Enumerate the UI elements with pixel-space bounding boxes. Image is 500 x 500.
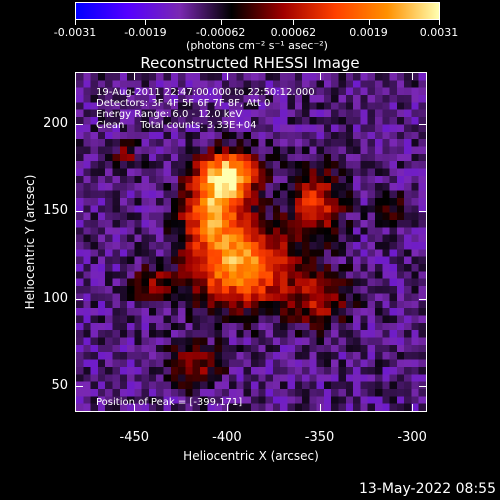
colorbar-tick-label: 0.0019 xyxy=(349,26,388,39)
plot-area: 19-Aug-2011 22:47:00.000 to 22:50:12.000… xyxy=(75,72,427,412)
x-tick xyxy=(134,72,136,80)
colorbar-tick xyxy=(75,20,76,25)
y-tick xyxy=(75,124,83,126)
plot-timestamp: 13-May-2022 08:55 xyxy=(358,481,496,497)
x-tick xyxy=(319,404,321,412)
x-tick-label: -450 xyxy=(119,430,150,445)
colorbar-tick-label: 0.0031 xyxy=(419,26,459,39)
y-tick xyxy=(419,124,427,126)
colorbar-units: (photons cm⁻² s⁻¹ asec⁻²) xyxy=(186,39,328,52)
x-tick xyxy=(226,72,228,80)
y-tick xyxy=(419,298,427,300)
colorbar-tick xyxy=(293,20,295,25)
x-tick xyxy=(319,72,321,80)
peak-position-label: Position of Peak = [-399,171] xyxy=(96,397,243,408)
y-tick-label: 200 xyxy=(43,116,68,132)
y-axis-label: Heliocentric Y (arcsec) xyxy=(23,174,37,310)
y-tick-label: 150 xyxy=(43,203,68,219)
heatmap-image xyxy=(76,73,426,411)
x-tick-label: -300 xyxy=(397,430,427,445)
colorbar-tick-label: -0.0031 xyxy=(53,26,97,39)
colorbar-tick xyxy=(220,20,222,25)
colorbar-tick xyxy=(145,20,147,25)
y-tick xyxy=(75,385,83,387)
colorbar-tick-label: -0.0019 xyxy=(124,26,167,39)
y-tick xyxy=(75,211,83,213)
x-tick xyxy=(412,72,414,80)
annotation-energy-range: Energy Range: 6.0 - 12.0 keV xyxy=(96,109,243,120)
annotation-time-range: 19-Aug-2011 22:47:00.000 to 22:50:12.000 xyxy=(96,87,315,98)
x-tick-label: -350 xyxy=(304,430,335,445)
y-tick-label: 50 xyxy=(51,377,68,393)
colorbar xyxy=(75,2,440,20)
y-tick xyxy=(419,211,427,213)
x-axis-label: Heliocentric X (arcsec) xyxy=(183,449,319,463)
colorbar-tick xyxy=(368,20,370,25)
x-tick xyxy=(412,404,414,412)
chart-title: Reconstructed RHESSI Image xyxy=(140,54,360,72)
y-tick xyxy=(419,385,427,387)
x-tick xyxy=(134,404,136,412)
colorbar-tick-label: 0.00062 xyxy=(270,26,317,39)
colorbar-tick xyxy=(439,20,440,25)
annotation-detectors: Detectors: 3F 4F 5F 6F 7F 8F, Att 0 xyxy=(96,98,271,109)
y-tick xyxy=(75,298,83,300)
y-tick-label: 100 xyxy=(43,290,68,306)
x-tick xyxy=(226,404,228,412)
annotation-total-counts: Clean Total counts: 3.33E+04 xyxy=(96,120,257,131)
colorbar-tick-label: -0.00062 xyxy=(195,26,246,39)
x-tick-label: -400 xyxy=(212,430,242,445)
